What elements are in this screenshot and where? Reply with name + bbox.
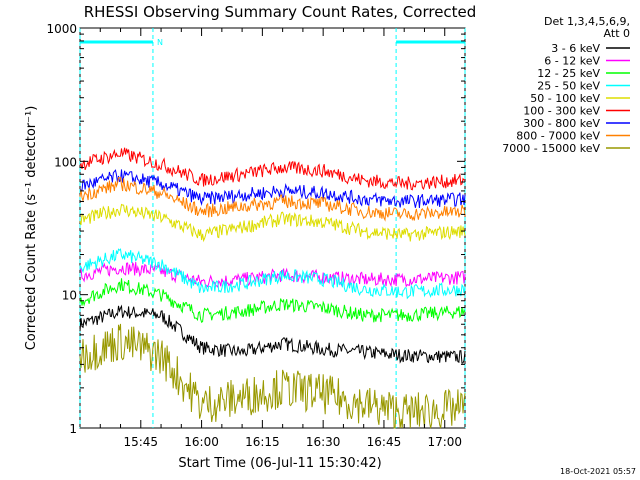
series-line bbox=[79, 176, 466, 222]
x-axis-label: Start Time (06-Jul-11 15:30:42) bbox=[178, 456, 381, 471]
series-line bbox=[79, 278, 466, 323]
series-line bbox=[79, 304, 466, 364]
y-tick-label: 10 bbox=[62, 289, 77, 303]
legend-entry-label: 100 - 300 keV bbox=[523, 105, 600, 118]
legend-header-line-2: Att 0 bbox=[604, 27, 630, 40]
legend-entry-label: 300 - 800 keV bbox=[523, 117, 600, 130]
axes: 1 10 100 1000 15:45 16:00 16:15 16:30 16:45 17:00 bbox=[46, 22, 465, 449]
legend-entry-label: 12 - 25 keV bbox=[537, 67, 600, 80]
plot-frame bbox=[79, 27, 466, 429]
y-tick-label: 100 bbox=[54, 155, 77, 169]
timestamp: 18-Oct-2021 05:57 bbox=[560, 467, 636, 476]
legend-entry-label: 25 - 50 keV bbox=[537, 80, 600, 93]
y-axis-label: Corrected Count Rate (s⁻¹ detector⁻¹) bbox=[24, 106, 39, 351]
legend-entry-label: 7000 - 15000 keV bbox=[502, 142, 600, 155]
x-tick-label: 16:15 bbox=[245, 435, 280, 449]
y-tick-label: 1000 bbox=[46, 22, 77, 36]
night-bars: N bbox=[79, 28, 466, 428]
x-tick-label: 16:00 bbox=[184, 435, 219, 449]
series-line bbox=[79, 323, 466, 429]
x-tick-label: 17:00 bbox=[427, 435, 462, 449]
legend-entry-label: 800 - 7000 keV bbox=[516, 130, 600, 143]
legend-header-line-1: Det 1,3,4,5,6,9, bbox=[544, 15, 630, 28]
chart-title: RHESSI Observing Summary Count Rates, Co… bbox=[84, 3, 477, 21]
series-lines bbox=[79, 147, 466, 429]
series-line bbox=[79, 203, 466, 243]
series-line bbox=[79, 169, 466, 208]
night-label: N bbox=[157, 38, 163, 47]
series-line bbox=[79, 248, 466, 300]
series-line bbox=[79, 147, 466, 191]
legend-entry-label: 50 - 100 keV bbox=[530, 92, 600, 105]
series-line bbox=[79, 261, 466, 289]
legend-entry-label: 3 - 6 keV bbox=[551, 42, 600, 55]
x-tick-label: 16:30 bbox=[306, 435, 341, 449]
x-tick-label: 15:45 bbox=[123, 435, 158, 449]
legend-entry-label: 6 - 12 keV bbox=[544, 55, 600, 68]
x-tick-label: 16:45 bbox=[367, 435, 402, 449]
y-tick-label: 1 bbox=[69, 422, 77, 436]
